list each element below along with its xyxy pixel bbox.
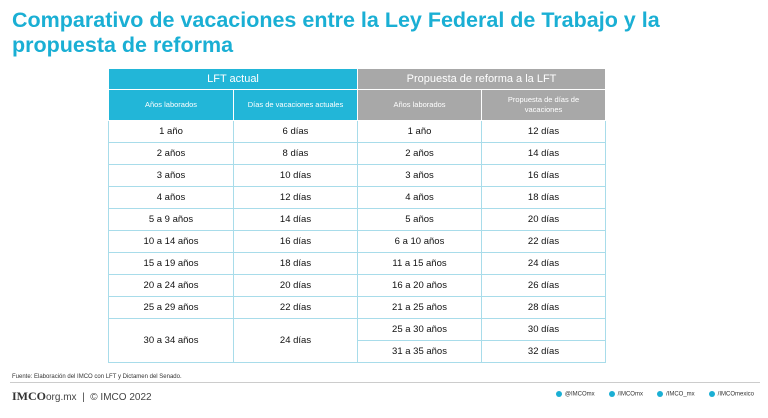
cell: 4 años — [357, 186, 482, 209]
cell: 30 a 34 años — [108, 318, 234, 363]
cell: 16 días — [233, 230, 358, 253]
cell: 32 días — [480, 340, 607, 363]
table-row: 5 a 9 años 14 días 5 años 20 días — [108, 208, 607, 231]
table-row: 4 años 12 días 4 años 18 días — [108, 186, 607, 209]
cell: 6 días — [233, 120, 358, 143]
group-row: LFT actual Propuesta de reforma a la LFT — [108, 68, 607, 90]
social-handle: /IMCOmexico — [709, 391, 754, 398]
table-row: 15 a 19 años 18 días 11 a 15 años 24 días — [108, 252, 607, 275]
table-row: 1 año 6 días 1 año 12 días — [108, 120, 607, 143]
cell: 24 días — [480, 252, 607, 275]
column-header: Días de vacaciones actuales — [233, 89, 358, 121]
cell: 26 días — [480, 274, 607, 297]
cell: 6 a 10 años — [357, 230, 482, 253]
cell: 10 a 14 años — [108, 230, 234, 253]
cell: 30 días — [480, 318, 607, 341]
cell: 1 año — [357, 120, 482, 143]
cell: 25 a 29 años — [108, 296, 234, 319]
logo-text: IMCO — [12, 389, 46, 403]
social-handle: /IMCO_mx — [657, 391, 695, 398]
cell: 4 años — [108, 186, 234, 209]
cell: 1 año — [108, 120, 234, 143]
cell: 18 días — [233, 252, 358, 275]
cell: 22 días — [233, 296, 358, 319]
column-header: Años laborados — [357, 89, 482, 121]
table-row: 31 a 35 años 32 días — [109, 340, 607, 363]
cell: 20 días — [480, 208, 607, 231]
cell: 24 días — [233, 318, 358, 363]
cell: 14 días — [480, 142, 607, 165]
cell: 10 días — [233, 164, 358, 187]
vacation-table: LFT actual Propuesta de reforma a la LFT… — [108, 68, 607, 363]
copyright: © IMCO 2022 — [90, 392, 152, 403]
table-body: 1 año 6 días 1 año 12 días 2 años 8 días 2 año… — [108, 120, 607, 363]
cell: 12 días — [233, 186, 358, 209]
cell: 21 a 25 años — [357, 296, 482, 319]
table-row: 2 años 8 días 2 años 14 días — [108, 142, 607, 165]
divider — [10, 382, 760, 383]
table-row: 20 a 24 años 20 días 16 a 20 años 26 días — [108, 274, 607, 297]
cell: 8 días — [233, 142, 358, 165]
cell: 2 años — [108, 142, 234, 165]
social-links: @IMCOmx/IMCOmx/IMCO_mx/IMCOmexico — [556, 391, 754, 398]
cell: 12 días — [480, 120, 607, 143]
cell: 3 años — [108, 164, 234, 187]
cell: 5 años — [357, 208, 482, 231]
cell: 25 a 30 años — [357, 318, 482, 341]
group-header: LFT actual — [108, 68, 358, 90]
cell: 15 a 19 años — [108, 252, 234, 275]
cell: 2 años — [357, 142, 482, 165]
cell: 18 días — [480, 186, 607, 209]
column-header: Propuesta de días de vacaciones — [480, 89, 607, 121]
logo: IMCOorg.mx | © IMCO 2022 — [12, 389, 152, 403]
social-handle: /IMCOmx — [609, 391, 643, 398]
cell: 16 días — [480, 164, 607, 187]
title: Comparativo de vacaciones entre la Ley F… — [12, 8, 660, 57]
domain: org.mx — [46, 392, 77, 403]
cell: 5 a 9 años — [108, 208, 234, 231]
source: Fuente: Elaboración del IMCO con LFT y D… — [12, 374, 182, 380]
column-row: Años laborados Días de vacaciones actual… — [108, 89, 607, 121]
cell: 31 a 35 años — [357, 340, 482, 363]
cell: 20 a 24 años — [108, 274, 234, 297]
cell: 22 días — [480, 230, 607, 253]
cell: 16 a 20 años — [357, 274, 482, 297]
cell: 11 a 15 años — [357, 252, 482, 275]
column-header: Años laborados — [108, 89, 234, 121]
cell: 14 días — [233, 208, 358, 231]
social-handle: @IMCOmx — [556, 391, 595, 398]
table-row: 30 a 34 años 24 días 25 a 30 años 30 días — [108, 318, 607, 363]
cell: 28 días — [480, 296, 607, 319]
table-row: 3 años 10 días 3 años 16 días — [108, 164, 607, 187]
group-header: Propuesta de reforma a la LFT — [356, 68, 607, 90]
table-row: 10 a 14 años 16 días 6 a 10 años 22 días — [108, 230, 607, 253]
cell: 3 años — [357, 164, 482, 187]
table-row: 25 a 29 años 22 días 21 a 25 años 28 días — [108, 296, 607, 319]
cell: 20 días — [233, 274, 358, 297]
